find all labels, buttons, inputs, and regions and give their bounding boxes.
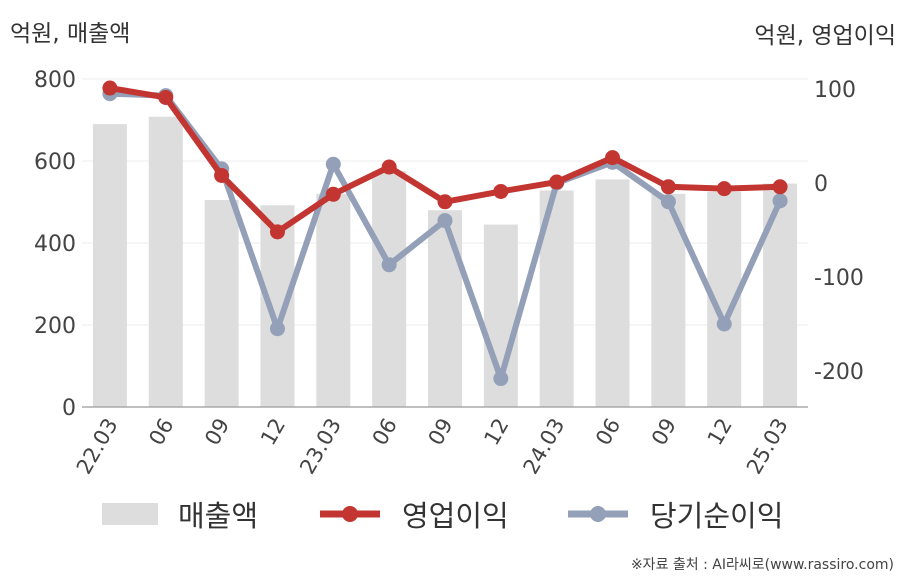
revenue-bar	[316, 193, 351, 407]
x-tick-label: 09	[424, 414, 458, 449]
right-tick-label: -200	[814, 360, 864, 385]
left-axis-unit: 억원, 매출액	[10, 21, 131, 47]
operating-income-point	[605, 150, 621, 166]
revenue-bar	[204, 199, 239, 407]
legend-item-net: 당기순이익	[566, 492, 783, 536]
revenue-bar	[595, 179, 630, 407]
revenue-bar	[372, 171, 407, 407]
net-income-point	[493, 371, 509, 387]
revenue-bars	[92, 116, 798, 407]
legend-label-revenue: 매출액	[178, 499, 259, 533]
operating-income-point	[437, 194, 453, 210]
legend-label-operating: 영업이익	[402, 499, 509, 533]
net-income-point	[660, 194, 676, 210]
profit-lines	[102, 80, 788, 387]
net-income-point	[269, 321, 285, 337]
revenue-bar	[92, 124, 127, 407]
left-y-axis: 0 200 400 600 800	[34, 68, 76, 421]
net-income-point	[772, 193, 788, 209]
operating-income-point	[716, 181, 732, 197]
revenue-bar	[763, 183, 798, 407]
operating-income-point	[381, 159, 397, 175]
x-tick-label: 06	[368, 414, 402, 449]
net-income-point	[325, 156, 341, 172]
right-axis-unit: 억원, 영업이익	[754, 23, 896, 49]
x-tick-label: 06	[591, 414, 625, 449]
right-y-axis: 100 0 -100 -200	[814, 78, 864, 385]
x-tick-label: 25.03	[742, 414, 793, 478]
operating-income-point	[158, 89, 174, 105]
left-tick-label: 800	[34, 68, 76, 93]
x-tick-label: 09	[200, 414, 234, 449]
x-tick-label: 22.03	[72, 414, 123, 478]
x-tick-label: 09	[647, 414, 681, 449]
source-credit: ※자료 출처 : AI라씨로(www.rassiro.com)	[630, 557, 894, 573]
legend-swatch-net	[568, 506, 628, 522]
left-tick-label: 200	[34, 314, 76, 339]
operating-income-point	[325, 186, 341, 202]
x-tick-label: 12	[703, 414, 737, 449]
operating-income-point	[493, 183, 509, 199]
revenue-bar	[428, 210, 462, 407]
net-income-point	[381, 257, 397, 273]
net-income-point	[716, 316, 732, 332]
operating-income-point	[549, 174, 565, 190]
operating-income-point	[772, 179, 788, 195]
operating-income-point	[269, 224, 285, 240]
net-income-point	[437, 213, 453, 229]
x-tick-label: 24.03	[519, 414, 570, 478]
x-tick-label: 23.03	[295, 414, 346, 478]
revenue-bar	[148, 116, 183, 407]
x-tick-label: 12	[479, 414, 513, 449]
x-tick-label: 06	[144, 414, 178, 449]
x-tick-label: 12	[256, 414, 290, 449]
right-tick-label: 100	[814, 78, 856, 103]
left-tick-label: 400	[34, 232, 76, 257]
operating-income-point	[214, 167, 230, 183]
legend-item-operating: 영업이익	[318, 492, 509, 536]
legend-label-net: 당기순이익	[650, 499, 784, 533]
right-tick-label: 0	[814, 172, 828, 197]
left-tick-label: 600	[34, 150, 76, 175]
left-tick-label: 0	[62, 396, 76, 421]
operating-income-point	[660, 179, 676, 195]
x-axis: 22.03 06 09 12 23.03 06 09 12 24.03 06 09 12 25.03	[72, 414, 793, 478]
right-tick-label: -100	[814, 266, 864, 291]
legend-swatch-revenue	[102, 503, 158, 525]
operating-income-point	[102, 80, 118, 96]
legend-item-revenue: 매출액	[102, 492, 258, 536]
legend-swatch-operating	[320, 506, 380, 522]
